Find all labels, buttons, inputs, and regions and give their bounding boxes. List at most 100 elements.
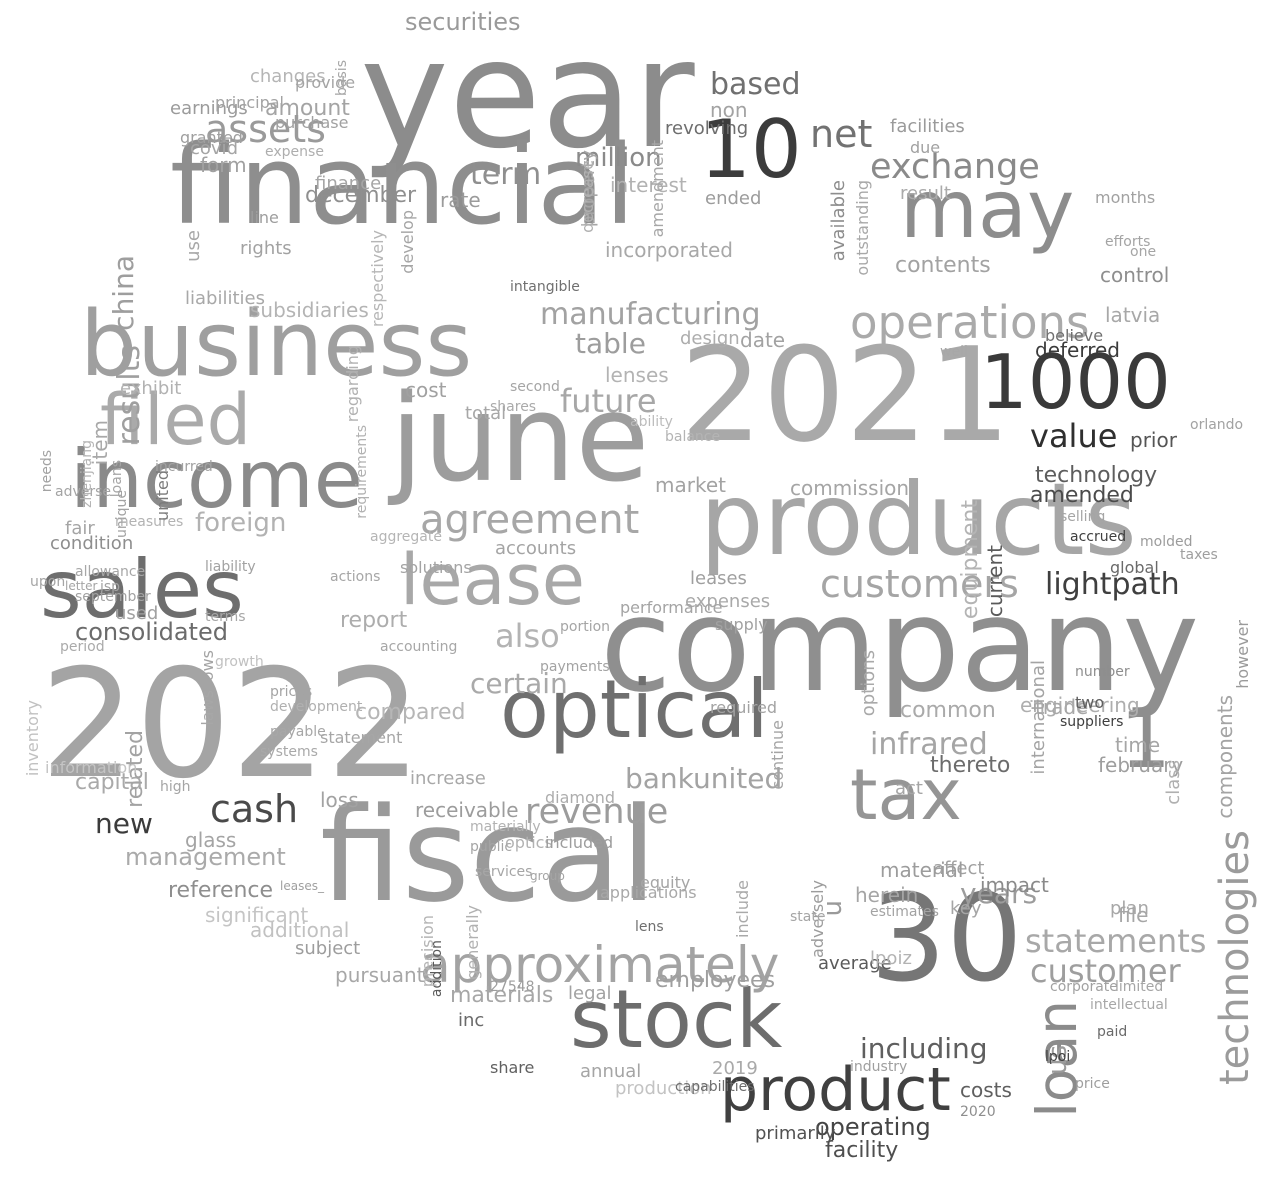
word-services: services <box>475 864 533 880</box>
word-ended: ended <box>705 188 762 209</box>
word-commission: commission <box>790 476 910 500</box>
word-operating: operating <box>815 1113 931 1141</box>
word-estimates: estimates <box>870 904 939 920</box>
word-rights: rights <box>240 238 292 259</box>
word-facilities: facilities <box>890 116 965 137</box>
word-use: use <box>183 230 204 262</box>
word-growth: growth <box>215 654 264 670</box>
word-30: 30 <box>870 870 1023 1009</box>
word-pursuant: pursuant <box>335 963 425 987</box>
word-provide: provide <box>295 73 356 92</box>
word-accrued: accrued <box>1070 529 1127 545</box>
word-prices: prices <box>270 684 313 700</box>
word-securities: securities <box>405 8 521 36</box>
word-10: 10 <box>700 103 802 196</box>
word-trade: trade <box>1035 695 1089 719</box>
word-1000: 1000 <box>980 338 1171 426</box>
word-high: high <box>160 779 191 795</box>
word-aggregate: aggregate <box>370 529 442 545</box>
word-leases: leases <box>690 568 747 589</box>
word-year: year <box>360 8 695 182</box>
word-production: production <box>615 1078 712 1099</box>
word-december: december <box>305 183 417 208</box>
word-class: class <box>1163 760 1184 805</box>
word-included: included <box>545 833 614 852</box>
word-financial: financial <box>170 121 636 249</box>
word-table: table <box>575 327 646 360</box>
word-revenue: revenue <box>525 792 669 832</box>
word-prior: prior <box>1130 428 1177 452</box>
word-upon: upon <box>30 574 66 590</box>
word-international: international <box>1028 660 1049 775</box>
word-2021: 2021 <box>680 319 1011 471</box>
word-incurred: incurred <box>155 459 213 475</box>
word-technologies: technologies <box>1212 830 1258 1085</box>
word-sales: sales <box>40 543 244 636</box>
word-act: act <box>895 778 923 799</box>
word-flows: flows <box>198 650 217 692</box>
word-covid: covid <box>190 138 238 159</box>
word-thereto: thereto <box>930 753 1011 778</box>
word-significant: significant <box>205 903 309 927</box>
word-equipment: equipment <box>958 500 983 620</box>
word-isp: isp <box>100 579 121 595</box>
word-costs: costs <box>960 1078 1012 1102</box>
word-annual: annual <box>580 1061 642 1082</box>
word-non: non <box>710 98 748 122</box>
word-share: share <box>490 1058 535 1077</box>
word-adverse: adverse <box>55 484 112 500</box>
word-2020: 2020 <box>960 1104 996 1120</box>
word-operations: operations <box>850 296 1090 349</box>
word-report: report <box>340 608 408 633</box>
word-allowance: allowance <box>75 564 146 580</box>
word-exhibit: exhibit <box>120 378 182 399</box>
word-rate: rate <box>440 188 481 212</box>
word-contents: contents <box>895 253 991 278</box>
word-components: components <box>1213 695 1237 819</box>
word-june: june <box>390 370 650 509</box>
word-material: material <box>880 858 964 882</box>
word-manufacturing: manufacturing <box>540 297 761 332</box>
word-product: product <box>720 1055 951 1125</box>
word-legal: legal <box>568 983 612 1004</box>
word-fiscal: fiscal <box>320 779 657 931</box>
word-molded: molded <box>1140 534 1193 550</box>
word-systems: systems <box>260 744 318 760</box>
word-current: current <box>983 545 1007 618</box>
word-common: common <box>900 698 996 723</box>
word-number: number <box>1075 664 1130 680</box>
word-well: well <box>940 344 968 360</box>
word-one: one <box>1130 244 1157 260</box>
word-paid: paid <box>1097 1024 1128 1040</box>
word-infrared: infrared <box>870 727 988 762</box>
word-certain: certain <box>470 667 568 700</box>
word-leases: leases_ <box>280 879 324 893</box>
word-granted: granted <box>180 128 243 147</box>
word-2019: 2019 <box>712 1058 758 1079</box>
word-terms: terms <box>205 609 246 625</box>
word-decrease: decrease <box>578 160 597 233</box>
word-including: including <box>860 1032 988 1065</box>
word-continue: continue <box>768 720 787 790</box>
word-line: line <box>250 208 279 227</box>
word-months: months <box>1095 188 1156 207</box>
word-price: price <box>1075 1076 1110 1092</box>
word-china: china <box>107 255 140 331</box>
word-affect: affect <box>933 858 985 879</box>
word-equity: equity <box>640 873 691 892</box>
word-industry: industry <box>850 1059 908 1075</box>
word-net: net <box>810 112 873 156</box>
word-amended: amended <box>1030 483 1134 508</box>
word-inc: inc <box>458 1010 485 1031</box>
word-employees: employees <box>655 968 776 993</box>
word-basis: basis <box>334 60 350 96</box>
word-statement: statement <box>320 728 403 747</box>
word-respectively: respectively <box>368 230 387 328</box>
word-efforts: efforts <box>1105 234 1151 250</box>
word-include: include <box>733 880 752 938</box>
word-form: form <box>200 153 247 177</box>
word-fair: fair <box>65 518 95 539</box>
word-subsidiaries: subsidiaries <box>250 298 369 322</box>
word-materially: materially <box>470 819 541 835</box>
